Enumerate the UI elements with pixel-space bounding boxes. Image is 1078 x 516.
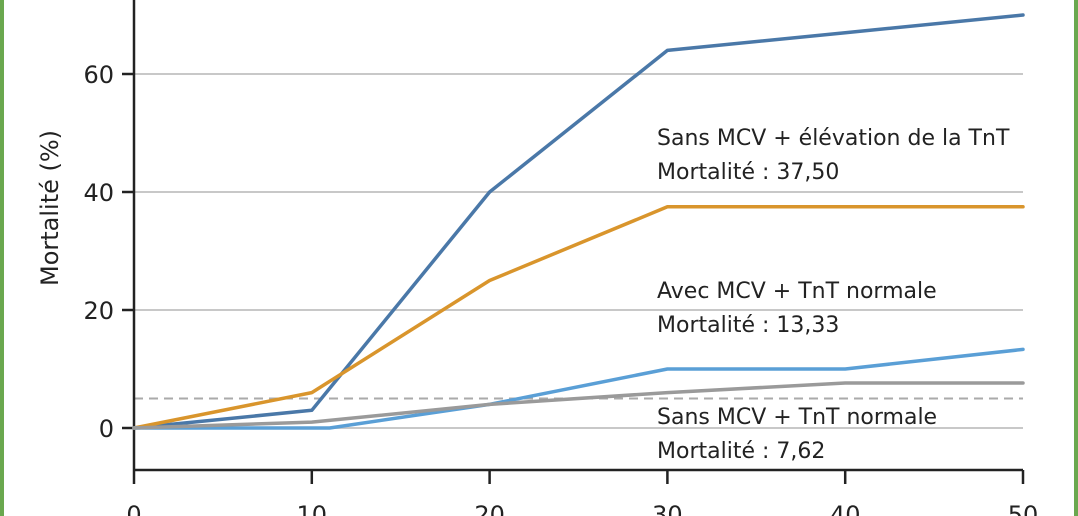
annotation-3-line1: Sans MCV + TnT normale (657, 405, 937, 430)
x-tick-label-10: 10 (297, 501, 328, 516)
annotation-2-line1: Avec MCV + TnT normale (657, 279, 937, 304)
x-tick-label-50: 50 (1008, 501, 1039, 516)
x-tick-label-0: 0 (126, 501, 141, 516)
y-tick-label-20: 20 (83, 297, 114, 325)
axes (122, 0, 1025, 484)
y-tick-label-60: 60 (83, 61, 114, 89)
y-tick-labels: 0 20 40 60 (83, 61, 114, 443)
x-tick-label-30: 30 (652, 501, 683, 516)
annotation-1-line2: Mortalité : 37,50 (657, 160, 839, 185)
series-lines (132, 13, 1025, 430)
grid-lines (134, 73, 1023, 429)
annotation-3-line2: Mortalité : 7,62 (657, 439, 825, 464)
annotation-1-line1: Sans MCV + élévation de la TnT (657, 126, 1010, 151)
y-tick-label-0: 0 (99, 415, 114, 443)
series-line-1 (132, 13, 1025, 430)
x-tick-label-20: 20 (474, 501, 505, 516)
annotation-2-line2: Mortalité : 13,33 (657, 313, 839, 338)
annotations: Sans MCV + élévation de la TnT Mortalité… (657, 126, 1010, 464)
series-line-2 (132, 205, 1025, 430)
y-tick-label-40: 40 (83, 179, 114, 207)
series-line-4 (132, 381, 1025, 430)
x-tick-labels: 0 10 20 30 40 50 (126, 501, 1038, 516)
x-tick-label-40: 40 (830, 501, 861, 516)
series-line-3 (132, 347, 1025, 430)
y-axis-label: Mortalité (%) (36, 130, 64, 286)
mortality-line-chart: 0 20 40 60 0 10 20 30 40 50 Sans MCV + élévation… (36, 0, 1038, 516)
